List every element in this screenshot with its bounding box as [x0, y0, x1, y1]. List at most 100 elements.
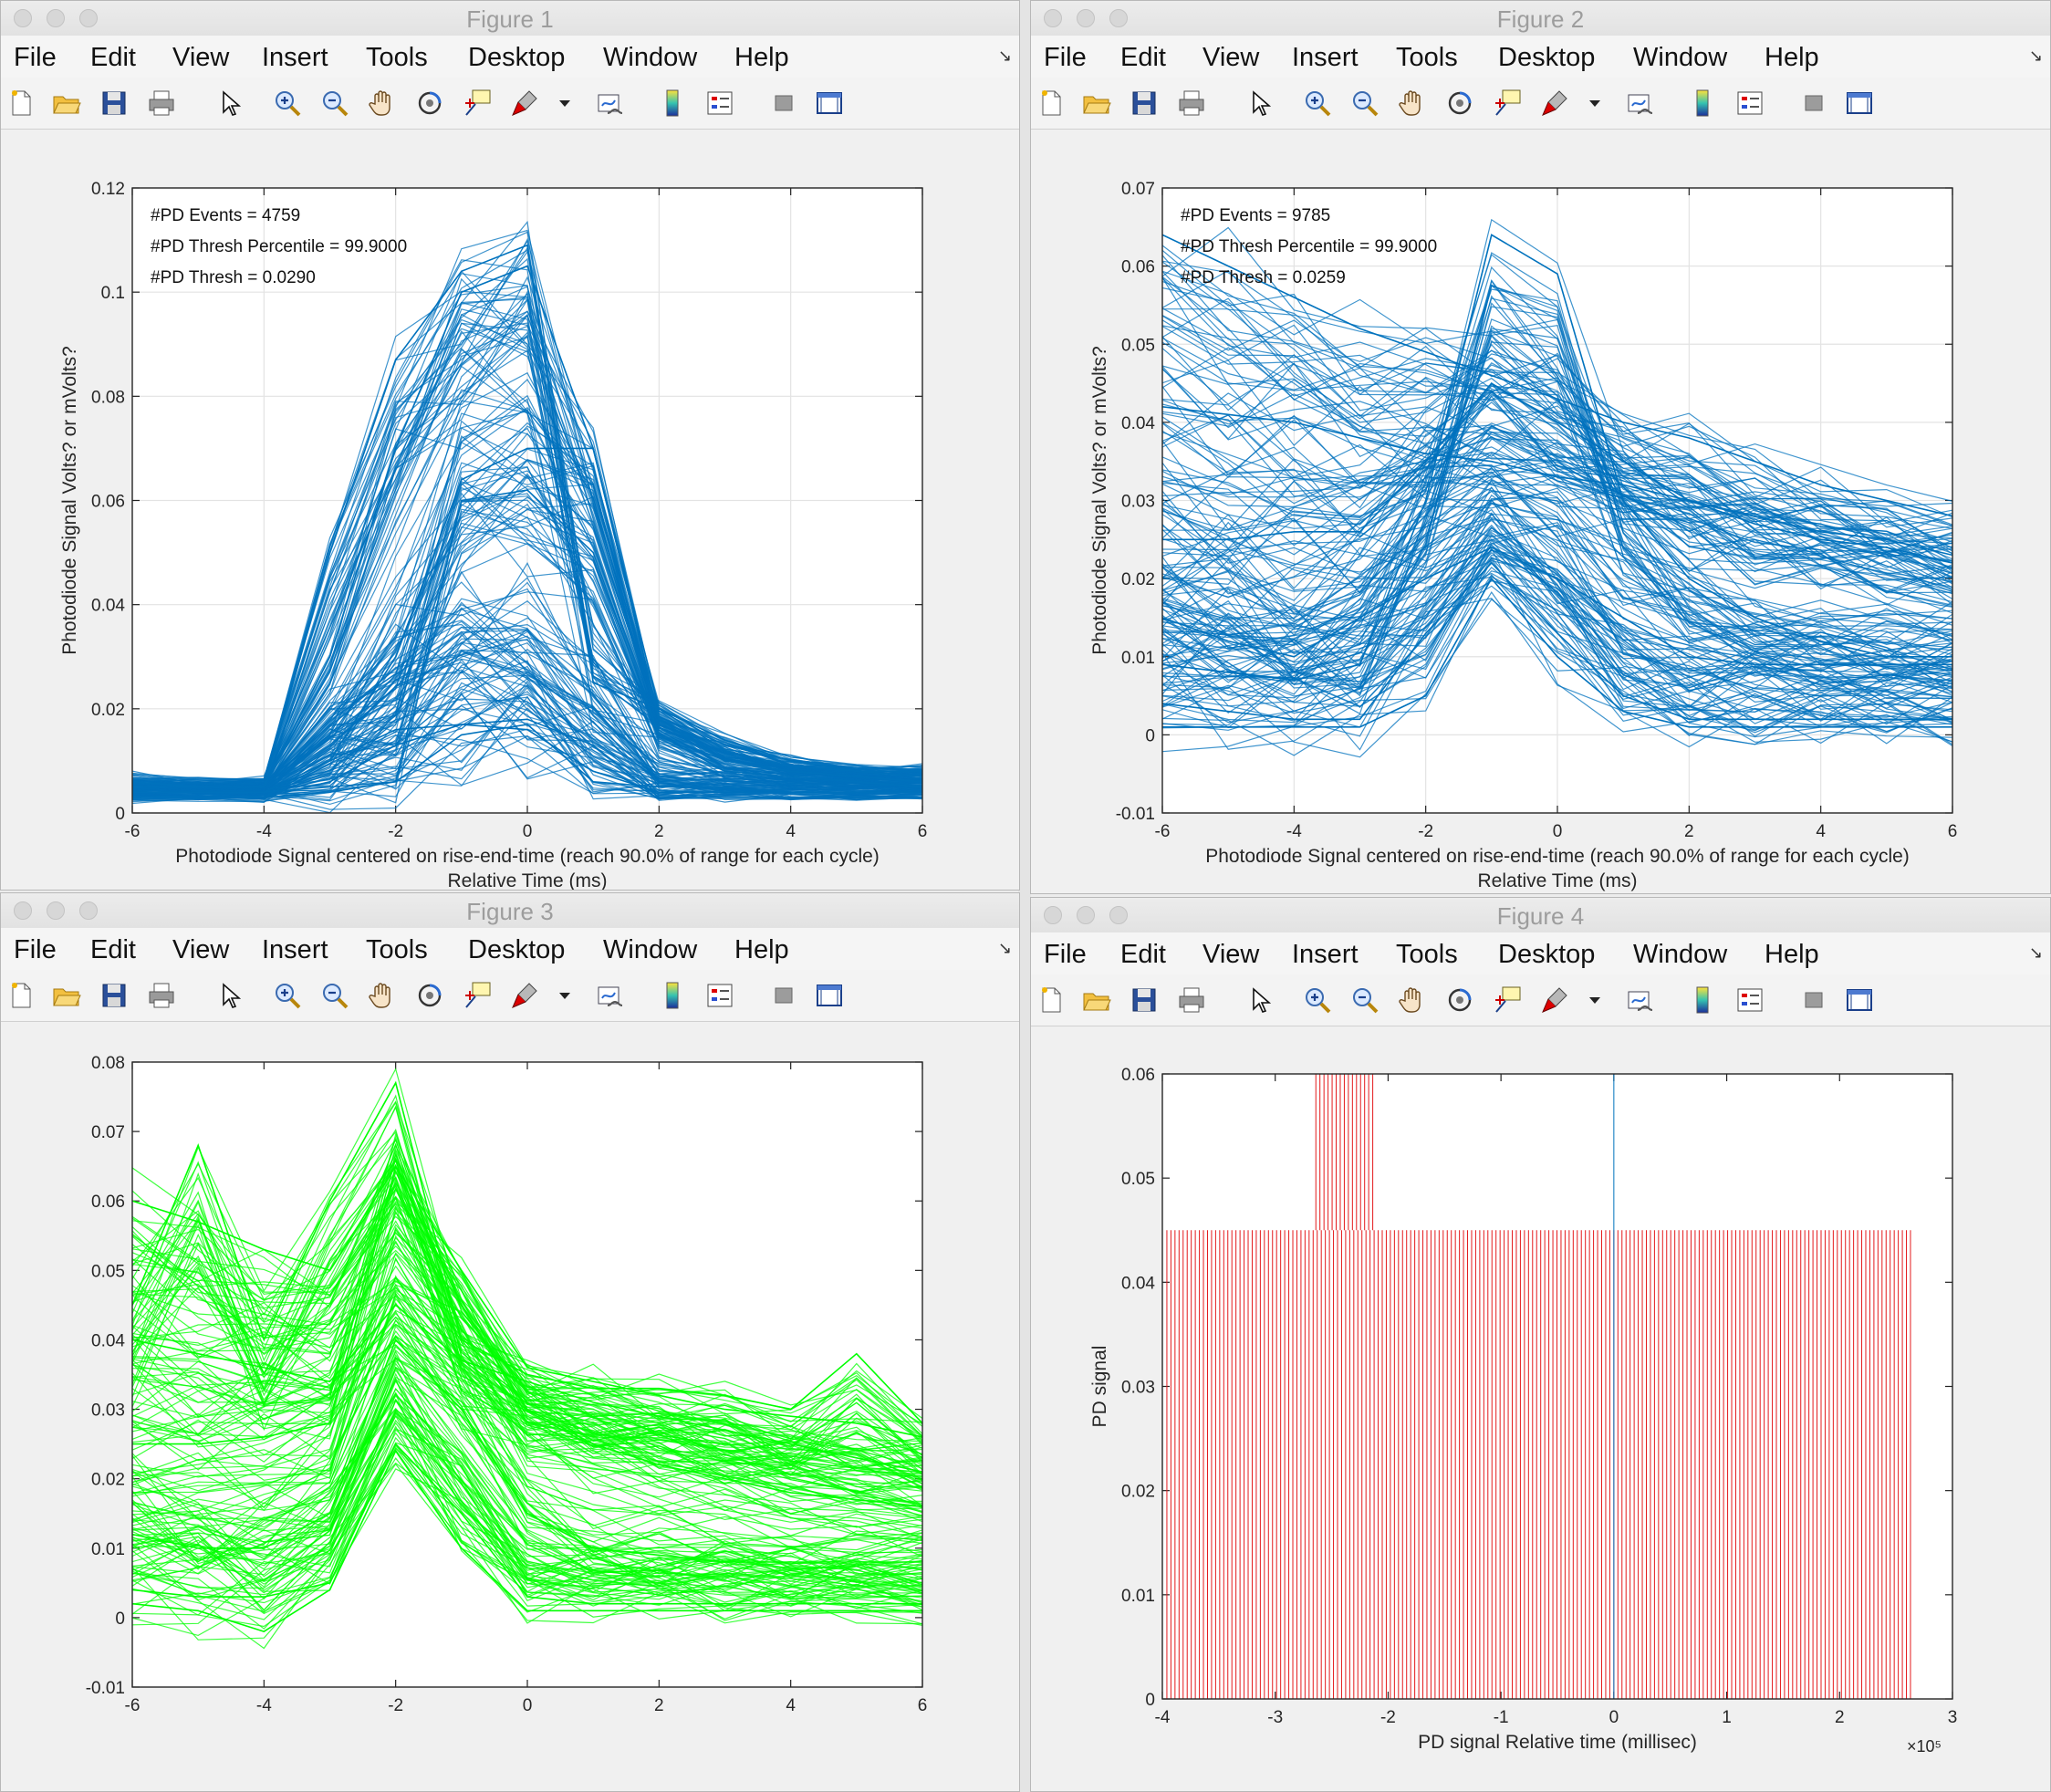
figure-axes[interactable]: -4 -3 -2 -1 0 1 2 3 0 0.01 0.02 0.03 0.04 0.05 0.06 PD … [1031, 1026, 2050, 1792]
pointer-arrow-icon[interactable] [1243, 87, 1275, 120]
menu-desktop[interactable]: Desktop [1498, 940, 1596, 969]
brush-dropdown-icon[interactable] [548, 979, 581, 1012]
zoom-out-icon[interactable] [1348, 984, 1381, 1016]
zoom-window-button[interactable] [79, 9, 98, 27]
open-folder-icon[interactable] [1080, 984, 1113, 1016]
menu-file[interactable]: File [1044, 43, 1087, 72]
menu-edit[interactable]: Edit [1120, 940, 1166, 969]
new-file-icon[interactable] [1035, 87, 1067, 120]
save-icon[interactable] [1128, 87, 1161, 120]
menu-window[interactable]: Window [1633, 940, 1728, 969]
zoom-in-icon[interactable] [271, 87, 304, 120]
menu-window[interactable]: Window [603, 935, 698, 964]
save-icon[interactable] [98, 87, 130, 120]
new-file-icon[interactable] [5, 87, 37, 120]
zoom-out-icon[interactable] [318, 979, 351, 1012]
minimize-window-button[interactable] [1077, 9, 1095, 27]
figure-axes[interactable]: -6 -4 -2 0 2 4 6 -0.01 0 0.01 0.02 0.03 0.04 0.05 0.06… [1, 1022, 1019, 1792]
print-icon[interactable] [145, 87, 178, 120]
legend-icon[interactable] [703, 87, 736, 120]
brush-icon[interactable] [508, 87, 541, 120]
legend-icon[interactable] [703, 979, 736, 1012]
close-window-button[interactable] [14, 9, 32, 27]
menu-window[interactable]: Window [603, 43, 698, 72]
print-icon[interactable] [1175, 984, 1208, 1016]
rotate-3d-icon[interactable] [413, 979, 446, 1012]
hide-plot-tools-icon[interactable] [1797, 984, 1830, 1016]
show-plot-tools-icon[interactable] [813, 979, 846, 1012]
window-titlebar[interactable]: Figure 3 [1, 893, 1019, 929]
menu-tools[interactable]: Tools [1396, 940, 1458, 969]
rotate-3d-icon[interactable] [1443, 984, 1476, 1016]
menu-help[interactable]: Help [1765, 43, 1819, 72]
menu-insert[interactable]: Insert [1292, 940, 1359, 969]
brush-icon[interactable] [508, 979, 541, 1012]
menu-view[interactable]: View [172, 935, 230, 964]
zoom-out-icon[interactable] [318, 87, 351, 120]
menu-tools[interactable]: Tools [366, 935, 428, 964]
zoom-window-button[interactable] [79, 901, 98, 920]
figure-axes[interactable]: -6 -4 -2 0 2 4 6 -0.01 0 0.01 0.02 0.03 0.04 0.05 0.06… [1031, 130, 2050, 894]
data-cursor-icon[interactable] [1491, 87, 1524, 120]
data-cursor-icon[interactable] [461, 979, 494, 1012]
open-folder-icon[interactable] [1080, 87, 1113, 120]
new-file-icon[interactable] [5, 979, 37, 1012]
link-plot-icon[interactable] [1624, 984, 1657, 1016]
rotate-3d-icon[interactable] [413, 87, 446, 120]
pan-hand-icon[interactable] [1396, 984, 1429, 1016]
window-titlebar[interactable]: Figure 1 [1, 1, 1019, 36]
hide-plot-tools-icon[interactable] [767, 979, 800, 1012]
menu-file[interactable]: File [14, 43, 57, 72]
new-file-icon[interactable] [1035, 984, 1067, 1016]
close-window-button[interactable] [1044, 9, 1062, 27]
colorbar-icon[interactable] [1686, 984, 1719, 1016]
menu-tools[interactable]: Tools [1396, 43, 1458, 72]
menu-window[interactable]: Window [1633, 43, 1728, 72]
menu-tools[interactable]: Tools [366, 43, 428, 72]
window-titlebar[interactable]: Figure 2 [1031, 1, 2050, 36]
show-plot-tools-icon[interactable] [1843, 87, 1876, 120]
open-folder-icon[interactable] [50, 979, 83, 1012]
figure-axes[interactable]: -6 -4 -2 0 2 4 6 0 0.02 0.04 0.06 0.08 0.1 0.12 #PD Ev… [1, 130, 1019, 891]
menu-file[interactable]: File [14, 935, 57, 964]
show-plot-tools-icon[interactable] [1843, 984, 1876, 1016]
zoom-window-button[interactable] [1109, 906, 1128, 924]
print-icon[interactable] [145, 979, 178, 1012]
menu-insert[interactable]: Insert [1292, 43, 1359, 72]
colorbar-icon[interactable] [656, 979, 689, 1012]
minimize-window-button[interactable] [1077, 906, 1095, 924]
pointer-arrow-icon[interactable] [213, 87, 245, 120]
zoom-out-icon[interactable] [1348, 87, 1381, 120]
close-window-button[interactable] [14, 901, 32, 920]
menu-edit[interactable]: Edit [1120, 43, 1166, 72]
menu-help[interactable]: Help [734, 935, 789, 964]
menu-view[interactable]: View [1202, 43, 1260, 72]
legend-icon[interactable] [1733, 984, 1766, 1016]
menu-view[interactable]: View [172, 43, 230, 72]
minimize-window-button[interactable] [47, 9, 65, 27]
zoom-in-icon[interactable] [1301, 87, 1334, 120]
pointer-arrow-icon[interactable] [213, 979, 245, 1012]
link-plot-icon[interactable] [1624, 87, 1657, 120]
pointer-arrow-icon[interactable] [1243, 984, 1275, 1016]
menu-desktop[interactable]: Desktop [1498, 43, 1596, 72]
brush-dropdown-icon[interactable] [1578, 984, 1611, 1016]
dock-figure-icon[interactable]: ↘ [997, 939, 1012, 957]
pan-hand-icon[interactable] [366, 979, 399, 1012]
show-plot-tools-icon[interactable] [813, 87, 846, 120]
minimize-window-button[interactable] [47, 901, 65, 920]
rotate-3d-icon[interactable] [1443, 87, 1476, 120]
dock-figure-icon[interactable]: ↘ [997, 47, 1012, 65]
data-cursor-icon[interactable] [461, 87, 494, 120]
zoom-window-button[interactable] [1109, 9, 1128, 27]
menu-insert[interactable]: Insert [262, 43, 328, 72]
hide-plot-tools-icon[interactable] [767, 87, 800, 120]
link-plot-icon[interactable] [594, 87, 627, 120]
data-cursor-icon[interactable] [1491, 984, 1524, 1016]
save-icon[interactable] [1128, 984, 1161, 1016]
menu-view[interactable]: View [1202, 940, 1260, 969]
brush-icon[interactable] [1538, 87, 1571, 120]
brush-dropdown-icon[interactable] [548, 87, 581, 120]
close-window-button[interactable] [1044, 906, 1062, 924]
window-titlebar[interactable]: Figure 4 [1031, 898, 2050, 933]
